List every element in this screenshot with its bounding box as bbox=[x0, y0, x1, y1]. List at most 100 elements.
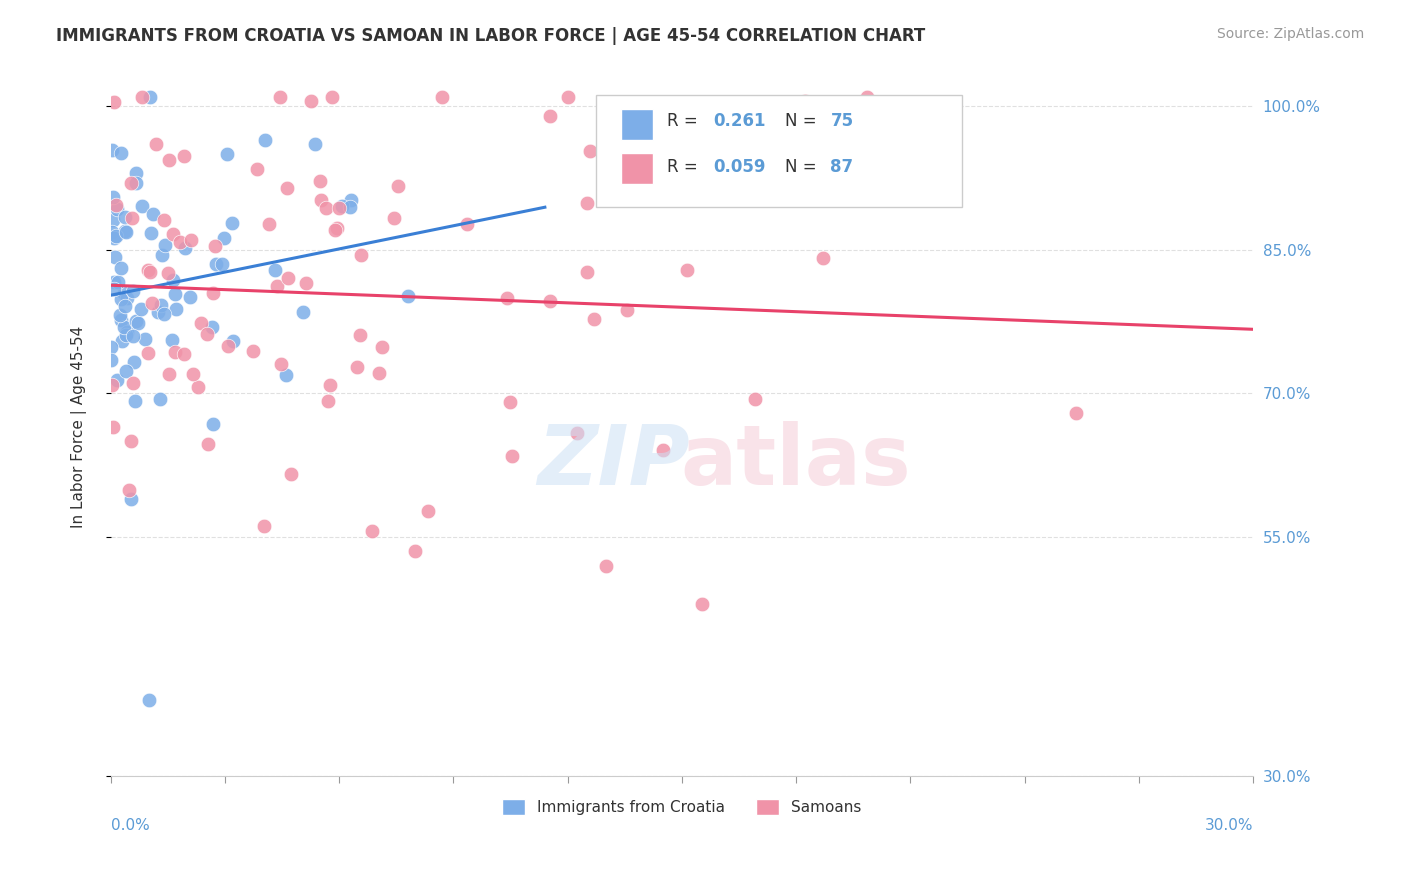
Point bbox=[162, 334, 184, 348]
Point bbox=[215, 146, 238, 161]
Point bbox=[165, 345, 187, 359]
Point bbox=[396, 289, 419, 303]
Point bbox=[350, 248, 373, 262]
Point bbox=[276, 181, 298, 195]
Point bbox=[187, 380, 209, 394]
Point bbox=[122, 376, 145, 390]
Point bbox=[173, 347, 195, 361]
Point bbox=[125, 176, 148, 190]
Point bbox=[153, 238, 176, 252]
Point bbox=[108, 308, 131, 322]
Point bbox=[856, 89, 879, 103]
Point bbox=[114, 299, 136, 313]
Point bbox=[111, 334, 134, 349]
Point bbox=[690, 597, 713, 611]
Point bbox=[565, 425, 588, 440]
Point bbox=[330, 199, 353, 213]
Point bbox=[270, 357, 292, 371]
Point bbox=[197, 437, 219, 451]
Point bbox=[264, 262, 287, 277]
Point bbox=[115, 226, 138, 240]
Point bbox=[138, 692, 160, 706]
Point bbox=[328, 202, 350, 216]
Point bbox=[582, 312, 605, 326]
Point bbox=[105, 372, 128, 386]
Point bbox=[165, 301, 187, 316]
Point bbox=[105, 197, 128, 211]
Point bbox=[110, 313, 132, 327]
Text: N =: N = bbox=[785, 112, 821, 130]
Point bbox=[162, 273, 184, 287]
Point bbox=[156, 266, 179, 280]
Point bbox=[744, 392, 766, 406]
Point bbox=[432, 89, 454, 103]
Point bbox=[349, 328, 371, 343]
Point bbox=[340, 194, 363, 208]
Point bbox=[162, 227, 184, 241]
Text: 75: 75 bbox=[831, 112, 853, 130]
Text: IMMIGRANTS FROM CROATIA VS SAMOAN IN LABOR FORCE | AGE 45-54 CORRELATION CHART: IMMIGRANTS FROM CROATIA VS SAMOAN IN LAB… bbox=[56, 27, 925, 45]
Point bbox=[246, 161, 269, 176]
Point bbox=[115, 326, 138, 340]
Y-axis label: In Labor Force | Age 45-54: In Labor Force | Age 45-54 bbox=[72, 326, 87, 528]
FancyBboxPatch shape bbox=[596, 95, 962, 207]
Point bbox=[121, 284, 143, 298]
Point bbox=[201, 285, 224, 300]
Point bbox=[139, 226, 162, 240]
Point bbox=[120, 491, 142, 506]
Point bbox=[201, 320, 224, 334]
Point bbox=[811, 251, 834, 265]
Text: 0.261: 0.261 bbox=[713, 112, 765, 130]
Point bbox=[253, 519, 276, 533]
Text: 87: 87 bbox=[831, 158, 853, 176]
Point bbox=[138, 265, 160, 279]
Point bbox=[174, 241, 197, 255]
Point bbox=[101, 419, 124, 434]
Point bbox=[157, 367, 180, 381]
Point bbox=[269, 89, 291, 103]
Point bbox=[456, 217, 478, 231]
Point bbox=[304, 137, 326, 152]
Point bbox=[146, 305, 169, 319]
Point bbox=[105, 202, 128, 216]
Point bbox=[501, 449, 523, 463]
Point bbox=[280, 467, 302, 481]
Point bbox=[150, 298, 173, 312]
Point bbox=[110, 292, 132, 306]
Point bbox=[266, 279, 288, 293]
Text: ZIP: ZIP bbox=[537, 421, 690, 502]
Point bbox=[105, 229, 128, 244]
Point bbox=[115, 327, 138, 342]
Point bbox=[145, 137, 167, 152]
Point bbox=[122, 328, 145, 343]
Point bbox=[222, 334, 245, 348]
FancyBboxPatch shape bbox=[621, 153, 654, 185]
Point bbox=[104, 250, 127, 264]
Point bbox=[103, 190, 125, 204]
Point bbox=[136, 263, 159, 277]
Point bbox=[404, 544, 426, 558]
Point bbox=[101, 225, 124, 239]
Point bbox=[676, 262, 699, 277]
Point bbox=[100, 143, 122, 157]
Point bbox=[499, 394, 522, 409]
Point bbox=[125, 166, 148, 180]
Point bbox=[127, 316, 149, 330]
Point bbox=[325, 221, 347, 235]
Point bbox=[277, 271, 299, 285]
Point bbox=[217, 339, 239, 353]
Text: R =: R = bbox=[666, 158, 703, 176]
Point bbox=[595, 558, 617, 573]
Point bbox=[138, 89, 160, 103]
Legend: Immigrants from Croatia, Samoans: Immigrants from Croatia, Samoans bbox=[496, 793, 868, 821]
Text: N =: N = bbox=[785, 158, 821, 176]
Point bbox=[323, 222, 346, 236]
Point bbox=[202, 417, 225, 432]
Point bbox=[107, 275, 129, 289]
Point bbox=[114, 363, 136, 377]
Point bbox=[153, 212, 176, 227]
Point bbox=[112, 285, 135, 300]
Point bbox=[579, 144, 602, 158]
Point bbox=[179, 290, 201, 304]
Point bbox=[134, 332, 156, 346]
